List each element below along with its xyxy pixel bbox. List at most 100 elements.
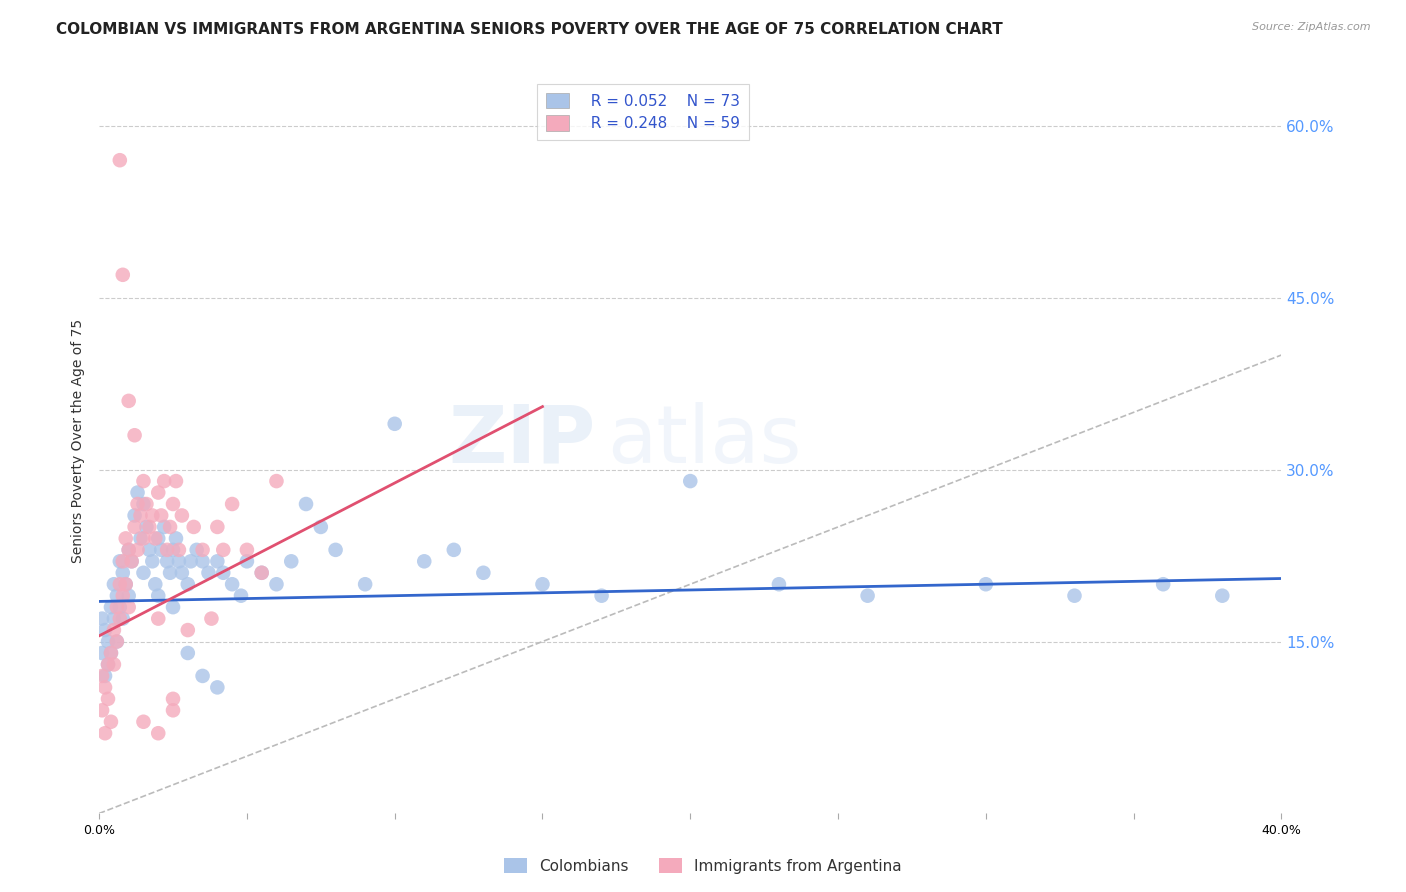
Point <box>177 577 200 591</box>
Point <box>97 634 120 648</box>
Point <box>148 589 170 603</box>
Point <box>180 554 202 568</box>
Point <box>167 554 190 568</box>
Point <box>118 589 141 603</box>
Point <box>443 542 465 557</box>
Point <box>200 612 222 626</box>
Point <box>135 520 157 534</box>
Point <box>132 532 155 546</box>
Point <box>94 669 117 683</box>
Point <box>162 497 184 511</box>
Point <box>295 497 318 511</box>
Point <box>103 657 125 672</box>
Point <box>150 508 173 523</box>
Point <box>103 612 125 626</box>
Point <box>191 669 214 683</box>
Point <box>111 566 134 580</box>
Point <box>105 600 128 615</box>
Point <box>124 520 146 534</box>
Point <box>221 497 243 511</box>
Point <box>250 566 273 580</box>
Point <box>591 589 613 603</box>
Point <box>94 623 117 637</box>
Point <box>108 600 131 615</box>
Point <box>162 542 184 557</box>
Point <box>266 577 288 591</box>
Y-axis label: Seniors Poverty Over the Age of 75: Seniors Poverty Over the Age of 75 <box>72 319 86 563</box>
Point <box>679 474 702 488</box>
Point <box>91 703 114 717</box>
Point <box>1211 589 1233 603</box>
Point <box>162 703 184 717</box>
Point <box>127 485 149 500</box>
Point <box>132 474 155 488</box>
Point <box>280 554 302 568</box>
Point <box>114 577 136 591</box>
Point <box>150 542 173 557</box>
Legend: Colombians, Immigrants from Argentina: Colombians, Immigrants from Argentina <box>498 852 908 880</box>
Point <box>108 554 131 568</box>
Point <box>413 554 436 568</box>
Point <box>132 714 155 729</box>
Point <box>138 542 160 557</box>
Point <box>91 612 114 626</box>
Point <box>94 681 117 695</box>
Point <box>143 577 166 591</box>
Point <box>207 520 229 534</box>
Point <box>105 634 128 648</box>
Point <box>354 577 377 591</box>
Point <box>148 612 170 626</box>
Point <box>118 393 141 408</box>
Point <box>153 474 176 488</box>
Point <box>309 520 332 534</box>
Point <box>124 508 146 523</box>
Point <box>127 542 149 557</box>
Point <box>212 542 235 557</box>
Point <box>974 577 997 591</box>
Point <box>183 520 205 534</box>
Point <box>111 612 134 626</box>
Point <box>197 566 219 580</box>
Point <box>135 497 157 511</box>
Point <box>124 428 146 442</box>
Point <box>141 554 163 568</box>
Point <box>159 520 181 534</box>
Point <box>221 577 243 591</box>
Point <box>170 508 193 523</box>
Point <box>236 542 259 557</box>
Point <box>191 554 214 568</box>
Point <box>111 268 134 282</box>
Point <box>177 646 200 660</box>
Point <box>100 646 122 660</box>
Point <box>229 589 252 603</box>
Point <box>103 623 125 637</box>
Point <box>177 623 200 637</box>
Point <box>97 691 120 706</box>
Point <box>100 646 122 660</box>
Point <box>91 669 114 683</box>
Point <box>236 554 259 568</box>
Point <box>111 589 134 603</box>
Point <box>153 520 176 534</box>
Point <box>1063 589 1085 603</box>
Point <box>91 646 114 660</box>
Point <box>768 577 790 591</box>
Point <box>162 600 184 615</box>
Point <box>1152 577 1174 591</box>
Point <box>100 714 122 729</box>
Point <box>118 600 141 615</box>
Point <box>148 485 170 500</box>
Text: atlas: atlas <box>607 402 801 480</box>
Point <box>325 542 347 557</box>
Point <box>129 532 152 546</box>
Point <box>111 554 134 568</box>
Text: COLOMBIAN VS IMMIGRANTS FROM ARGENTINA SENIORS POVERTY OVER THE AGE OF 75 CORREL: COLOMBIAN VS IMMIGRANTS FROM ARGENTINA S… <box>56 22 1002 37</box>
Point <box>148 532 170 546</box>
Point <box>105 589 128 603</box>
Point <box>121 554 143 568</box>
Point <box>97 657 120 672</box>
Legend:   R = 0.052    N = 73,   R = 0.248    N = 59: R = 0.052 N = 73, R = 0.248 N = 59 <box>537 84 749 140</box>
Point <box>132 566 155 580</box>
Point <box>162 691 184 706</box>
Point <box>118 542 141 557</box>
